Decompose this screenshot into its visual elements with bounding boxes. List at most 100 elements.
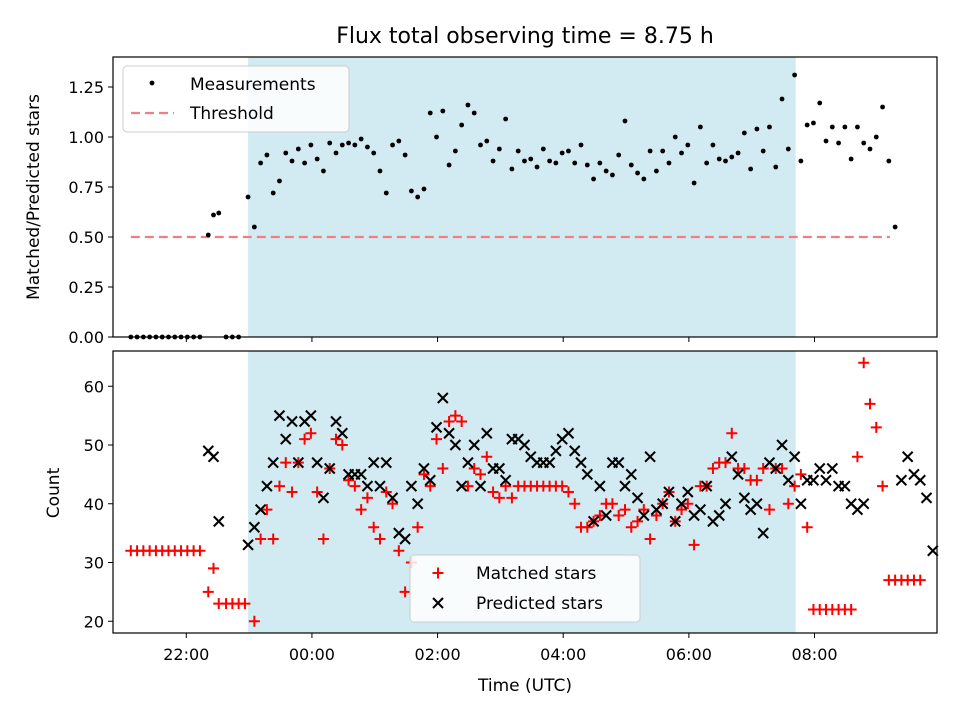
matched-star-point	[845, 604, 857, 615]
legend-box	[409, 554, 641, 623]
matched-star-point	[707, 463, 719, 474]
matched-star-point	[650, 510, 662, 521]
predicted-star-point	[713, 509, 725, 522]
predicted-star-point	[543, 456, 556, 469]
matched-star-point	[387, 498, 399, 510]
bottom-y-tick-label: 40	[84, 495, 104, 514]
measurement-point	[321, 168, 326, 174]
measurement-point	[610, 172, 615, 178]
top-axes-frame	[112, 56, 938, 338]
measurement-point	[245, 194, 251, 200]
predicted-star-point	[481, 427, 493, 439]
predicted-star-point	[587, 515, 600, 528]
predicted-star-point	[820, 474, 832, 486]
measurement-point	[760, 148, 766, 154]
x-tick-label: 00:00	[289, 645, 335, 664]
measurement-point	[584, 162, 590, 168]
measurement-point	[622, 118, 628, 124]
predicted-star-point	[581, 468, 594, 481]
measurement-point	[635, 170, 640, 176]
bottom-marks	[125, 357, 939, 627]
measurement-point	[390, 142, 395, 148]
predicted-star-point	[663, 486, 675, 498]
matched-star-point	[801, 521, 813, 533]
predicted-star-point	[656, 498, 669, 510]
matched-star-point	[500, 480, 512, 492]
matched-star-point	[194, 545, 206, 557]
top-legend: Measurements Threshold	[122, 65, 350, 133]
matched-star-point	[581, 521, 593, 533]
predicted-star-point	[292, 456, 305, 469]
predicted-star-point	[449, 439, 462, 451]
predicted-star-point	[286, 415, 298, 428]
measurement-point	[421, 186, 427, 192]
matched-star-point	[858, 357, 870, 369]
measurement-point	[861, 140, 867, 146]
measurement-point	[873, 134, 879, 140]
measurement-point	[829, 124, 835, 130]
matched-star-point	[789, 480, 801, 492]
predicted-star-point	[569, 445, 581, 457]
predicted-star-point	[631, 492, 644, 504]
predicted-star-point	[330, 415, 342, 428]
measurement-point	[383, 190, 389, 196]
measurement-point	[478, 142, 483, 148]
predicted-star-point	[644, 451, 656, 463]
predicted-star-point	[738, 492, 751, 504]
predicted-star-point	[757, 527, 769, 539]
measurement-point	[465, 102, 471, 108]
matched-star-point	[720, 457, 732, 469]
matched-star-point	[374, 533, 386, 545]
matched-star-point	[305, 427, 317, 439]
predicted-star-point	[788, 451, 801, 463]
x-tick-label: 02:00	[415, 645, 461, 664]
matched-star-point	[330, 433, 342, 445]
matched-star-point	[776, 463, 788, 474]
predicted-star-point	[782, 474, 795, 486]
measurement-point	[566, 148, 571, 154]
measurement-point	[867, 146, 873, 152]
matched-star-point	[738, 463, 750, 474]
measurement-point	[886, 158, 892, 164]
predicted-star-point	[213, 515, 225, 528]
top-y-ticks: 0.00 0.25 0.50 0.75 1.00 1.25	[68, 78, 113, 347]
matched-star-point	[399, 586, 411, 598]
predicted-star-point	[751, 498, 763, 510]
matched-star-point	[361, 492, 373, 504]
bottom-legend: Matched stars Predicted stars	[409, 554, 641, 623]
matched-star-point	[688, 539, 700, 551]
predicted-star-point	[914, 474, 926, 486]
predicted-star-point	[600, 509, 612, 522]
legend-marker-measurements	[149, 80, 155, 86]
matched-star-point	[280, 457, 292, 469]
x-tick-label: 22:00	[163, 645, 209, 664]
matched-star-point	[443, 416, 455, 427]
matched-star-point	[261, 504, 273, 516]
matched-star-point	[202, 586, 214, 598]
predicted-star-point	[901, 451, 914, 463]
measurement-point	[503, 116, 509, 122]
top-y-tick-label: 0.75	[68, 178, 104, 197]
measurement-point	[723, 158, 728, 164]
matched-star-point	[449, 410, 461, 422]
measurement-point	[251, 224, 257, 230]
top-y-tick-label: 0.25	[68, 278, 104, 297]
measurement-point	[346, 140, 351, 146]
top-y-tick-label: 1.00	[68, 128, 104, 147]
predicted-star-point	[726, 451, 738, 463]
top-y-tick-label: 0.00	[68, 328, 104, 347]
matched-star-point	[349, 480, 361, 492]
measurement-point	[446, 162, 452, 168]
predicted-star-point	[418, 462, 430, 475]
predicted-star-point	[814, 462, 826, 475]
predicted-star-point	[261, 480, 273, 492]
predicted-star-point	[493, 462, 506, 475]
measurement-point	[440, 108, 446, 114]
matched-star-point	[619, 504, 631, 516]
measurement-point	[855, 124, 860, 130]
matched-star-point	[368, 521, 380, 533]
matched-star-point	[248, 615, 260, 627]
measurement-point	[748, 166, 754, 172]
predicted-star-point	[305, 409, 317, 422]
legend-label-predicted: Predicted stars	[476, 594, 603, 614]
